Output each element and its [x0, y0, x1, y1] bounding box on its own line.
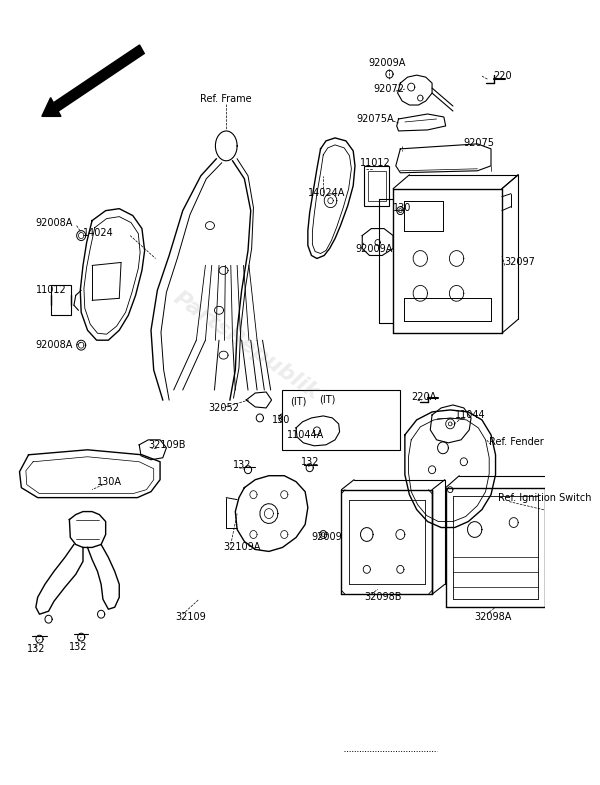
- Text: 132: 132: [68, 642, 87, 652]
- Text: 130: 130: [393, 203, 412, 213]
- Text: 32109B: 32109B: [148, 440, 186, 450]
- Bar: [283, 390, 400, 450]
- Text: 14024: 14024: [83, 228, 114, 238]
- Text: 11044: 11044: [455, 410, 485, 420]
- Text: 132: 132: [301, 457, 319, 467]
- Text: 132: 132: [27, 644, 45, 654]
- Text: Ref. Frame: Ref. Frame: [200, 94, 252, 104]
- Text: Ref. Ignition Switch: Ref. Ignition Switch: [498, 493, 592, 502]
- Text: (IT): (IT): [319, 395, 335, 405]
- Text: Ref. Fender: Ref. Fender: [489, 436, 544, 447]
- Text: 11044A: 11044A: [287, 430, 324, 440]
- Text: 32052: 32052: [208, 403, 239, 413]
- Text: 32098A: 32098A: [475, 612, 512, 623]
- Bar: [51, 286, 71, 316]
- FancyArrow shape: [42, 45, 144, 116]
- Bar: [364, 166, 389, 206]
- Text: 220: 220: [493, 71, 511, 81]
- Text: (IT): (IT): [290, 397, 306, 407]
- Text: 92072: 92072: [373, 84, 404, 94]
- Text: 92008A: 92008A: [36, 340, 73, 350]
- Text: 92075A: 92075A: [357, 114, 394, 124]
- Text: 32098B: 32098B: [364, 592, 401, 602]
- Text: 14024A: 14024A: [308, 188, 345, 198]
- Text: 130: 130: [272, 415, 290, 425]
- Text: 92009A: 92009A: [355, 243, 392, 254]
- Text: 130A: 130A: [97, 476, 122, 487]
- Text: 92009A: 92009A: [368, 58, 406, 68]
- Text: 92009: 92009: [311, 532, 342, 542]
- Text: PartsRepublik: PartsRepublik: [169, 287, 323, 403]
- Text: 132: 132: [233, 460, 251, 469]
- Text: 11012: 11012: [36, 286, 67, 295]
- Bar: [368, 171, 386, 201]
- Text: 92008A: 92008A: [36, 217, 73, 228]
- Text: 220A: 220A: [411, 392, 436, 402]
- Text: 11012: 11012: [359, 158, 390, 168]
- Text: 32109A: 32109A: [224, 542, 261, 553]
- Text: 32097: 32097: [505, 257, 535, 268]
- Text: 32109: 32109: [175, 612, 206, 623]
- Text: 92075: 92075: [464, 138, 495, 148]
